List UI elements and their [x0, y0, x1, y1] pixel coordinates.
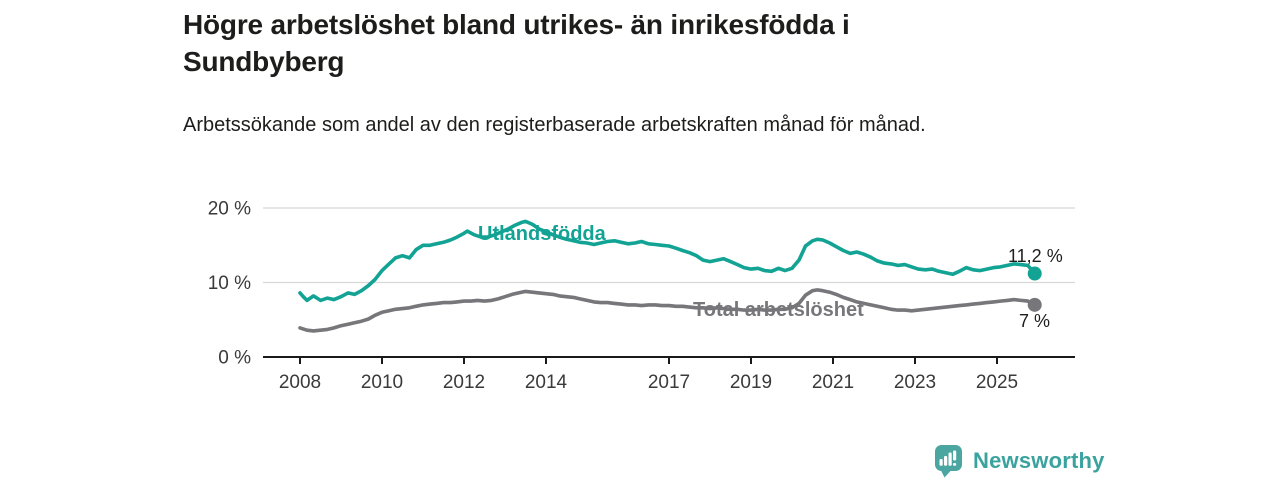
series-end-value-total-arbetsloshet: 7 %	[1019, 311, 1050, 331]
x-axis-tick-label: 2014	[525, 372, 568, 393]
series-label-utlandsfodda: Utlandsfödda	[478, 223, 607, 245]
series-line-total-arbetsloshet	[298, 288, 1037, 333]
newsworthy-icon	[935, 445, 962, 478]
x-axis-tick-label: 2025	[976, 372, 1018, 393]
x-axis-tick-label: 2012	[443, 372, 485, 393]
x-axis-tick-label: 2008	[279, 372, 321, 393]
chart-subtitle: Arbetssökande som andel av den registerb…	[183, 114, 926, 136]
series-end-dot-total-arbetsloshet	[1027, 297, 1042, 312]
series-end-dot-utlandsfodda	[1027, 266, 1042, 281]
x-axis-tick-label: 2023	[894, 372, 936, 393]
series-label-total-arbetsloshet: Total arbetslöshet	[693, 299, 864, 321]
x-axis-tick-label: 2019	[730, 372, 772, 393]
x-axis-tick-label: 2021	[812, 372, 854, 393]
series-end-value-utlandsfodda: 11,2 %	[1008, 246, 1063, 266]
brand-name: Newsworthy	[973, 448, 1105, 473]
y-axis-tick-label: 0 %	[218, 348, 251, 369]
x-axis-tick-label: 2017	[648, 372, 690, 393]
newsworthy-logo: Newsworthy	[934, 444, 1105, 478]
y-axis-tick-label: 20 %	[208, 199, 251, 220]
chart-title: Högre arbetslöshet bland utrikes- än inr…	[183, 9, 850, 77]
series-line-utlandsfodda	[298, 219, 1037, 303]
y-axis-tick-label: 10 %	[208, 273, 251, 294]
x-axis-tick-label: 2010	[361, 372, 403, 393]
